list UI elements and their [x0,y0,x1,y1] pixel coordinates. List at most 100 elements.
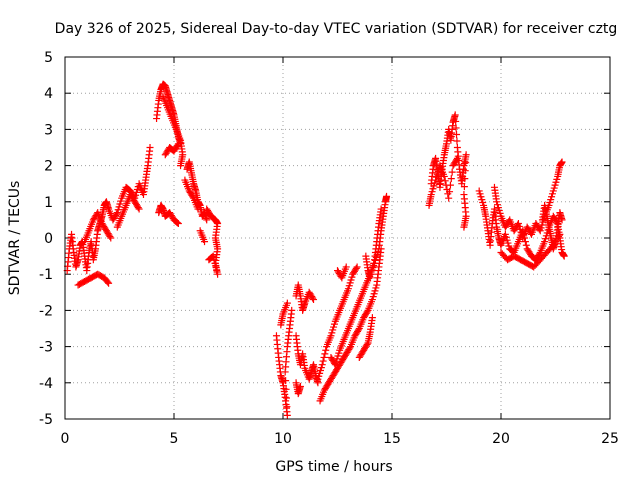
data-point [440,172,448,180]
data-point [461,167,469,175]
data-point [174,220,182,228]
data-point [441,177,449,185]
data-point [320,353,328,361]
y-tick-label: 2 [44,159,53,175]
data-point [453,130,461,138]
data-point [521,238,529,246]
y-axis-label: SDTVAR / TECUs [7,181,23,296]
data-point [446,188,454,196]
grid-lines [65,57,610,419]
data-point [203,216,211,224]
data-point [366,274,374,282]
y-tick-label: 4 [44,86,53,102]
data-point [346,344,354,352]
data-point [556,230,564,238]
data-points [63,80,568,419]
chart-title: Day 326 of 2025, Sidereal Day-to-day VTE… [55,21,618,37]
data-point [189,193,197,201]
plot-frame [64,56,611,420]
data-point [282,385,290,393]
data-point [368,267,376,275]
data-point [112,210,120,218]
data-point [288,306,296,314]
data-point [342,263,350,271]
data-point [453,137,461,145]
data-point [460,223,468,231]
data-point [560,252,568,260]
data-point [194,205,202,213]
x-axis-label: GPS time / hours [275,459,392,475]
y-tick-label: 0 [44,231,53,247]
data-point [363,308,371,316]
x-tick-label: 25 [601,431,619,447]
data-point [296,382,304,390]
data-point [309,294,317,302]
x-tick-labels: 0 5 10 15 20 25 [61,431,619,447]
data-point [452,117,460,125]
data-point [522,241,530,249]
data-point [173,141,181,149]
data-point [283,411,291,419]
data-point [352,264,360,272]
data-point [283,403,291,411]
data-point [211,259,219,267]
data-point [135,205,143,213]
data-point [310,296,318,304]
data-point [104,278,112,286]
data-point [196,227,204,235]
data-point [446,181,454,189]
data-point [368,314,376,322]
data-point [212,263,220,271]
data-point [146,144,154,151]
y-tick-label: -4 [39,376,53,392]
data-point [106,233,114,241]
y-tick-label: -3 [39,340,53,356]
y-tick-label: 1 [44,195,53,211]
data-point [213,267,221,275]
y-tick-label: -2 [39,303,53,319]
data-point [363,340,371,348]
data-point [134,204,142,212]
data-point [354,326,362,334]
data-point [214,270,222,278]
data-point [107,234,115,242]
data-point [453,154,461,162]
data-point [460,183,468,191]
data-point [174,140,182,148]
data-point [462,159,470,167]
data-point [322,346,330,354]
data-point [461,175,469,183]
data-point [283,299,291,307]
x-tick-label: 20 [492,431,510,447]
y-tick-labels: 5 4 3 2 1 0 -1 -2 -3 -4 -5 [39,50,53,428]
data-point [105,279,113,287]
data-point [206,255,214,263]
y-tick-label: 5 [44,50,53,66]
data-point [445,194,453,202]
y-tick-label: 3 [44,122,53,138]
data-point [205,256,213,264]
data-point [282,394,290,402]
data-point [319,357,327,365]
data-point [367,270,375,278]
x-tick-label: 0 [61,431,70,447]
data-point [383,192,391,200]
x-tick-label: 5 [170,431,179,447]
data-point [318,361,326,369]
data-point [558,158,566,166]
data-point [369,263,377,271]
y-tick-label: -1 [39,267,53,283]
data-point [321,350,329,358]
x-tick-label: 10 [274,431,292,447]
data-point [452,124,460,132]
y-tick-label: -5 [39,412,53,428]
data-point [447,175,455,183]
data-point [558,216,566,224]
data-point [282,377,290,385]
data-point [451,111,459,119]
x-tick-label: 15 [383,431,401,447]
data-point [370,259,378,267]
data-point [353,263,361,271]
data-point [453,156,461,164]
